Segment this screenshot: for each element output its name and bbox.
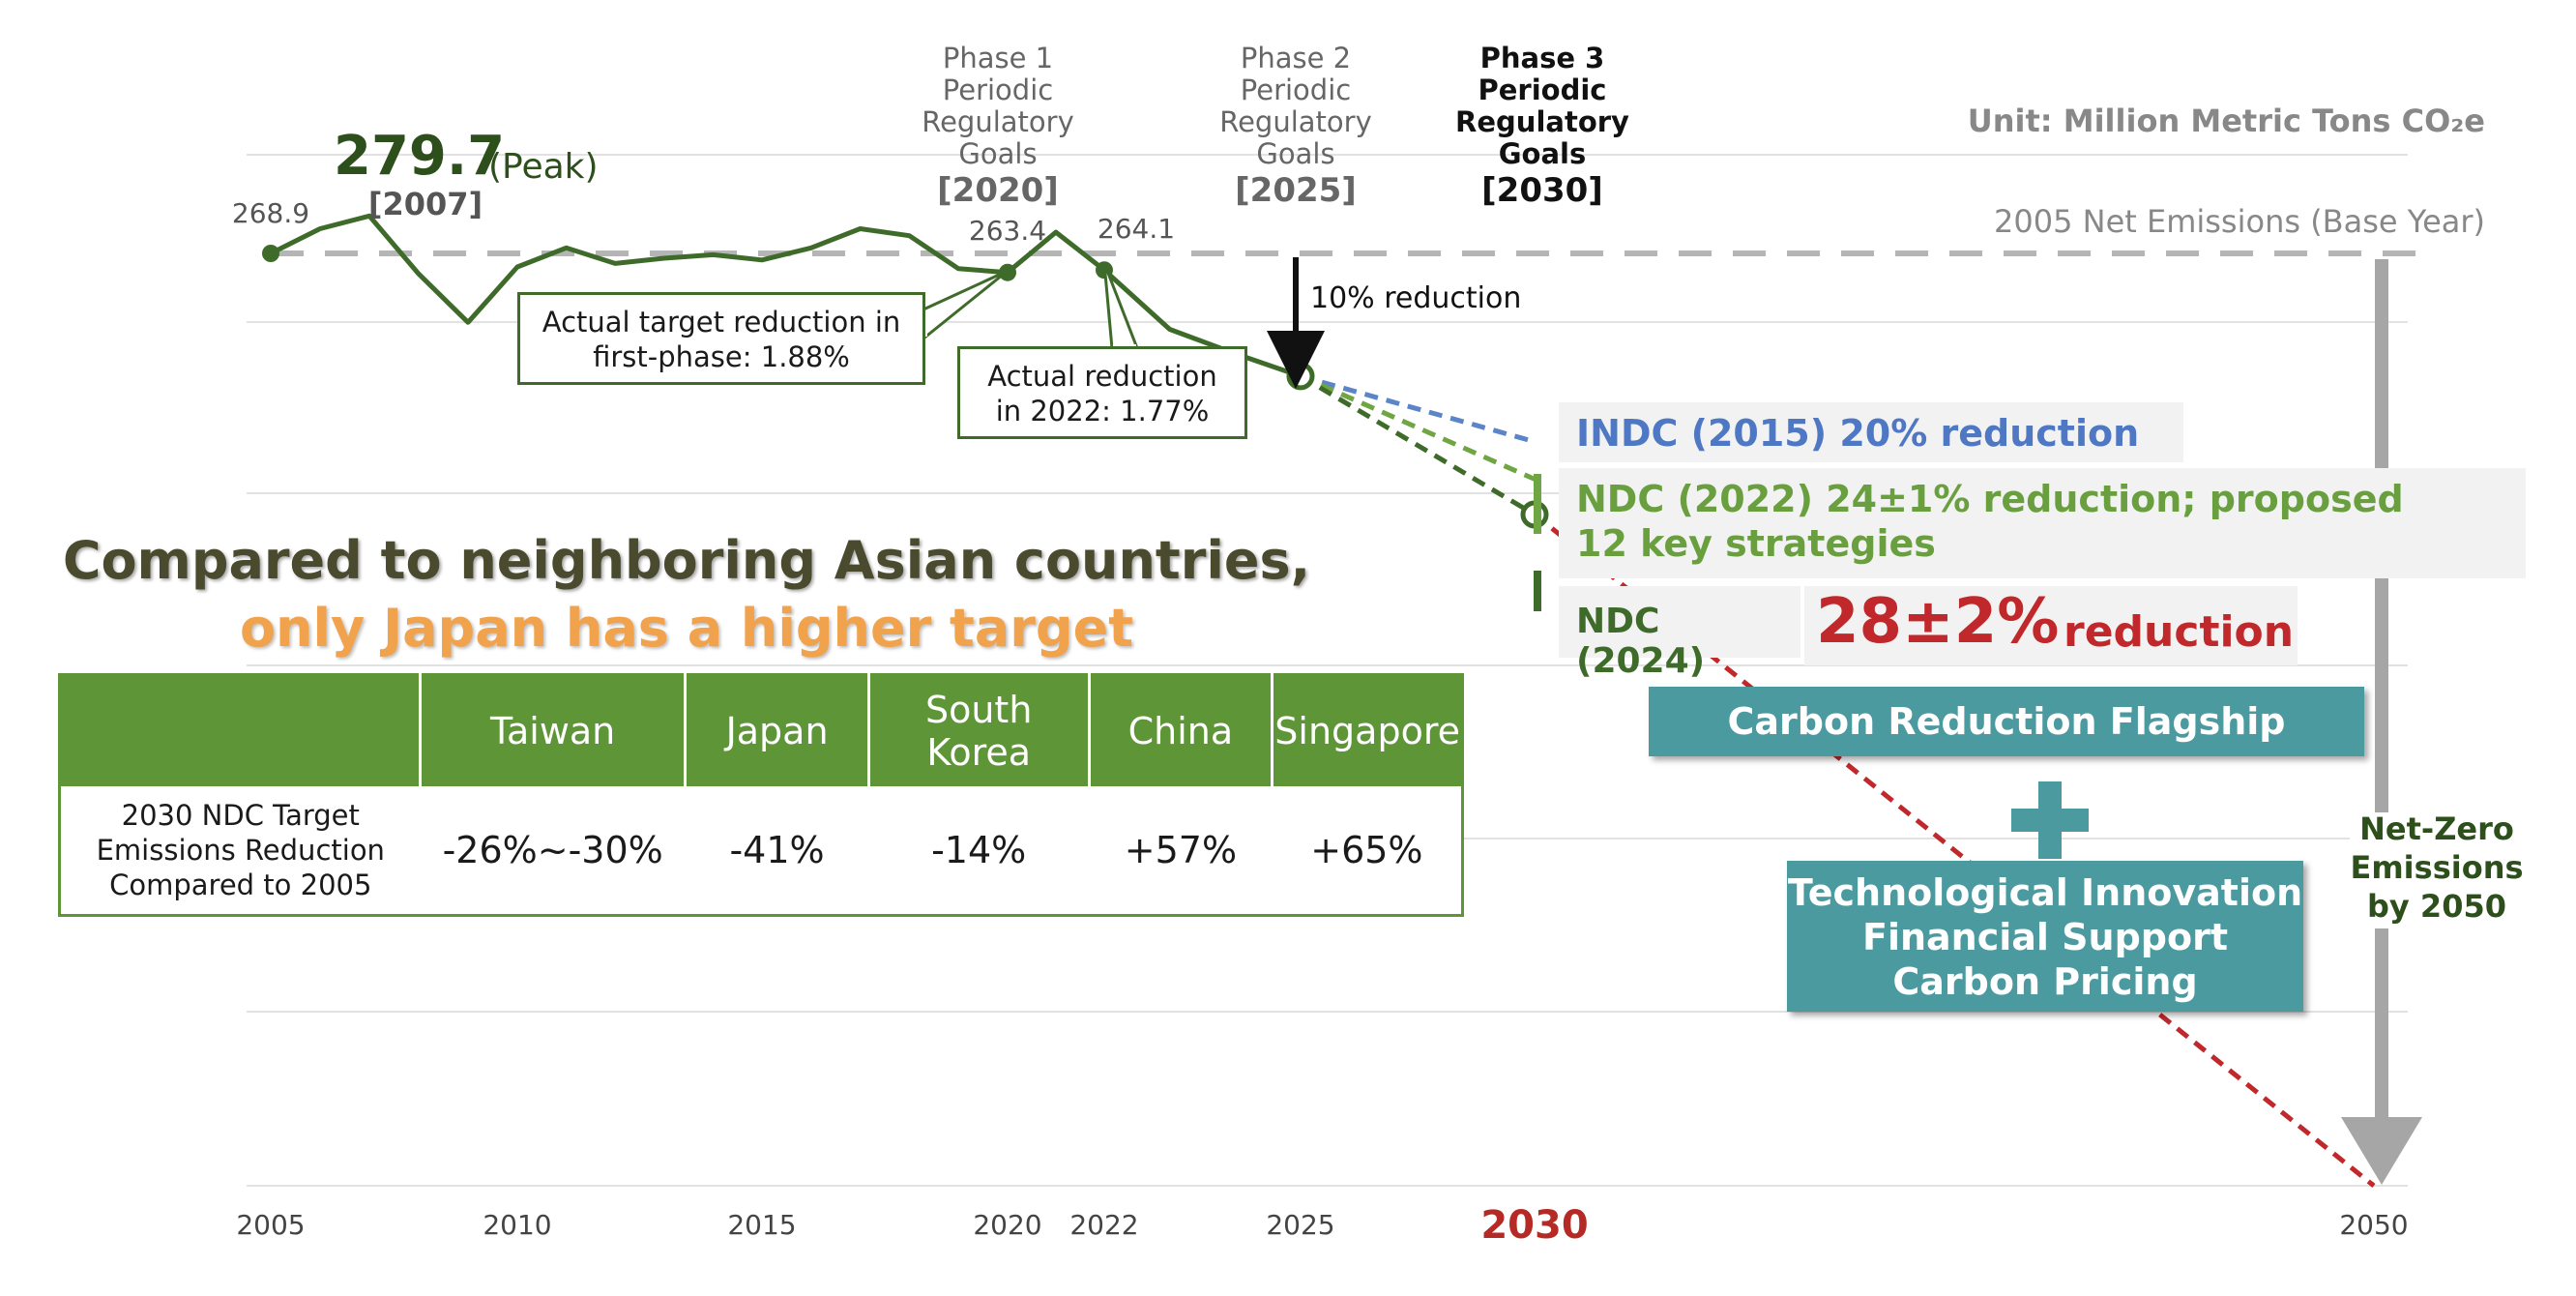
table-row: 2030 NDC Target Emissions Reduction Comp…: [59, 786, 1463, 916]
flagship-box: Carbon Reduction Flagship Projects: [1649, 687, 2364, 812]
table-header-south-korea: South Korea: [866, 674, 1090, 786]
phase-label-line: Regulatory: [1219, 105, 1372, 138]
phase-labels: Phase 1PeriodicRegulatoryGoals[2020]Phas…: [922, 42, 1629, 210]
phase-label-line: Regulatory: [1455, 105, 1629, 138]
table-cell-singapore: +65%: [1272, 786, 1463, 916]
x-axis-ticks: 2005 2010 2015 2020 2022 2025 2030 2050: [236, 1203, 2408, 1248]
phase-label-line: Regulatory: [922, 105, 1074, 138]
phase-label-line: Periodic: [1241, 74, 1351, 106]
chart-marks: [262, 245, 2422, 1185]
chart-labels: 268.9 279.7(Peak)[2007] 263.4 264.1 10% redu…: [232, 103, 2524, 925]
measure-tech: Technological Innovation: [1787, 871, 2303, 914]
phase-label-line: Periodic: [943, 74, 1053, 106]
netzero-label-line: Emissions: [2350, 849, 2523, 886]
callout-first-phase-pointer: [922, 269, 1009, 342]
table-header-taiwan: Taiwan: [419, 674, 686, 786]
netzero-label-bg: [2350, 812, 2417, 928]
phase-year-label: [2020]: [937, 171, 1059, 210]
emissions-series: [269, 213, 1302, 379]
x-tick-label: 2020: [973, 1209, 1041, 1241]
measures-box: Technological Innovation Financial Suppo…: [1787, 861, 2303, 1012]
phase-year-label: [2030]: [1481, 171, 1603, 210]
callout-2022-line1: Actual reduction: [987, 360, 1217, 393]
label-2022-value: 264.1: [1098, 213, 1175, 245]
ndc2022-label-line2: 12 key strategies: [1576, 522, 1936, 565]
phase-label-line: Phase 3: [1480, 42, 1605, 74]
table-header-singapore: Singapore: [1271, 674, 1463, 786]
netzero-label-line: by 2050: [2367, 888, 2506, 925]
phase-label-line: Goals: [1499, 137, 1587, 170]
ndc2022-label-line1: NDC (2022) 24±1% reduction; proposed: [1576, 478, 2404, 520]
table-corner: [59, 674, 421, 786]
table-header-row: Taiwan Japan South Korea China Singapore: [59, 674, 1463, 786]
emissions-line: [269, 213, 1302, 379]
peak-year-label: [2007]: [368, 186, 483, 222]
table-cell-japan: -41%: [685, 786, 869, 916]
ndc2024-label: NDC (2024): [1576, 602, 1706, 681]
measure-pricing: Carbon Pricing: [1892, 960, 2198, 1003]
projection-line: [1299, 373, 1537, 482]
flagship-label: Carbon Reduction Flagship Projects: [1727, 700, 2286, 812]
measure-finance: Financial Support: [1861, 916, 2228, 958]
projection-line: [1300, 373, 1536, 445]
phase-label-line: Phase 2: [1241, 42, 1351, 74]
point-2025: [1286, 362, 1315, 391]
table-cell-taiwan: -26%~-30%: [420, 786, 686, 916]
reduction-label: 10% reduction: [1310, 281, 1521, 315]
phase-label-line: Periodic: [1478, 74, 1607, 106]
plus-icon: [2011, 781, 2089, 859]
x-tick-label: 2022: [1069, 1209, 1138, 1241]
x-tick-label: 2005: [236, 1209, 305, 1241]
projection-line: [1299, 373, 1537, 517]
indc-label-box: INDC (2015) 20% reduction: [1559, 402, 2183, 462]
ndc2022-label-box: NDC (2022) 24±1% reduction; proposed 12 …: [1559, 468, 2526, 578]
table-row-label: 2030 NDC Target Emissions Reduction Comp…: [59, 786, 421, 916]
headline-line2: only Japan has a higher target: [239, 598, 1134, 659]
table-header-china: China: [1087, 674, 1273, 786]
peak-value-label: 279.7: [334, 125, 505, 188]
ndc2024-value: 28±2%: [1816, 586, 2060, 658]
phase-year-label: [2025]: [1235, 171, 1357, 210]
indc-label: INDC (2015) 20% reduction: [1576, 412, 2140, 455]
callout-first-phase-line2: first-phase: 1.88%: [593, 340, 850, 373]
x-tick-label: 2015: [727, 1209, 796, 1241]
base-year-label: 2005 Net Emissions (Base Year): [1994, 203, 2485, 240]
x-tick-label: 2010: [483, 1209, 551, 1241]
peak-word-label: (Peak): [488, 147, 599, 187]
table-cell-south-korea: -14%: [868, 786, 1090, 916]
table-cell-china: +57%: [1089, 786, 1273, 916]
table-header-japan: Japan: [684, 674, 869, 786]
callout-2022-line2: in 2022: 1.77%: [995, 395, 1210, 427]
x-tick-label: 2030: [1480, 1203, 1588, 1248]
callout-2022: Actual reduction in 2022: 1.77%: [957, 346, 1247, 439]
headline-line1: Compared to neighboring Asian countries,: [62, 530, 1311, 591]
x-tick-label: 2025: [1266, 1209, 1334, 1241]
ndc2024-reduction-word: reduction: [2064, 607, 2295, 657]
point-2005: [262, 245, 279, 262]
unit-label: Unit: Million Metric Tons CO₂e: [1968, 103, 2485, 139]
callout-first-phase-line1: Actual target reduction in: [542, 306, 901, 339]
netzero-label-line: Net-Zero: [2359, 810, 2514, 847]
callout-2022-pointer: [1102, 262, 1140, 350]
label-2020-value: 263.4: [969, 215, 1046, 247]
comparison-table: Taiwan Japan South Korea China Singapore…: [58, 673, 1464, 917]
ndc2024-value-box: 28±2% reduction: [1804, 586, 2298, 665]
callout-first-phase: Actual target reduction in first-phase: …: [517, 292, 925, 385]
x-tick-label: 2050: [2339, 1209, 2408, 1241]
phase-label-line: Goals: [958, 137, 1037, 170]
label-2005-value: 268.9: [232, 197, 309, 229]
phase-label-line: Goals: [1256, 137, 1334, 170]
phase-label-line: Phase 1: [943, 42, 1053, 74]
ndc2024-label-box: NDC (2024): [1559, 586, 1800, 681]
